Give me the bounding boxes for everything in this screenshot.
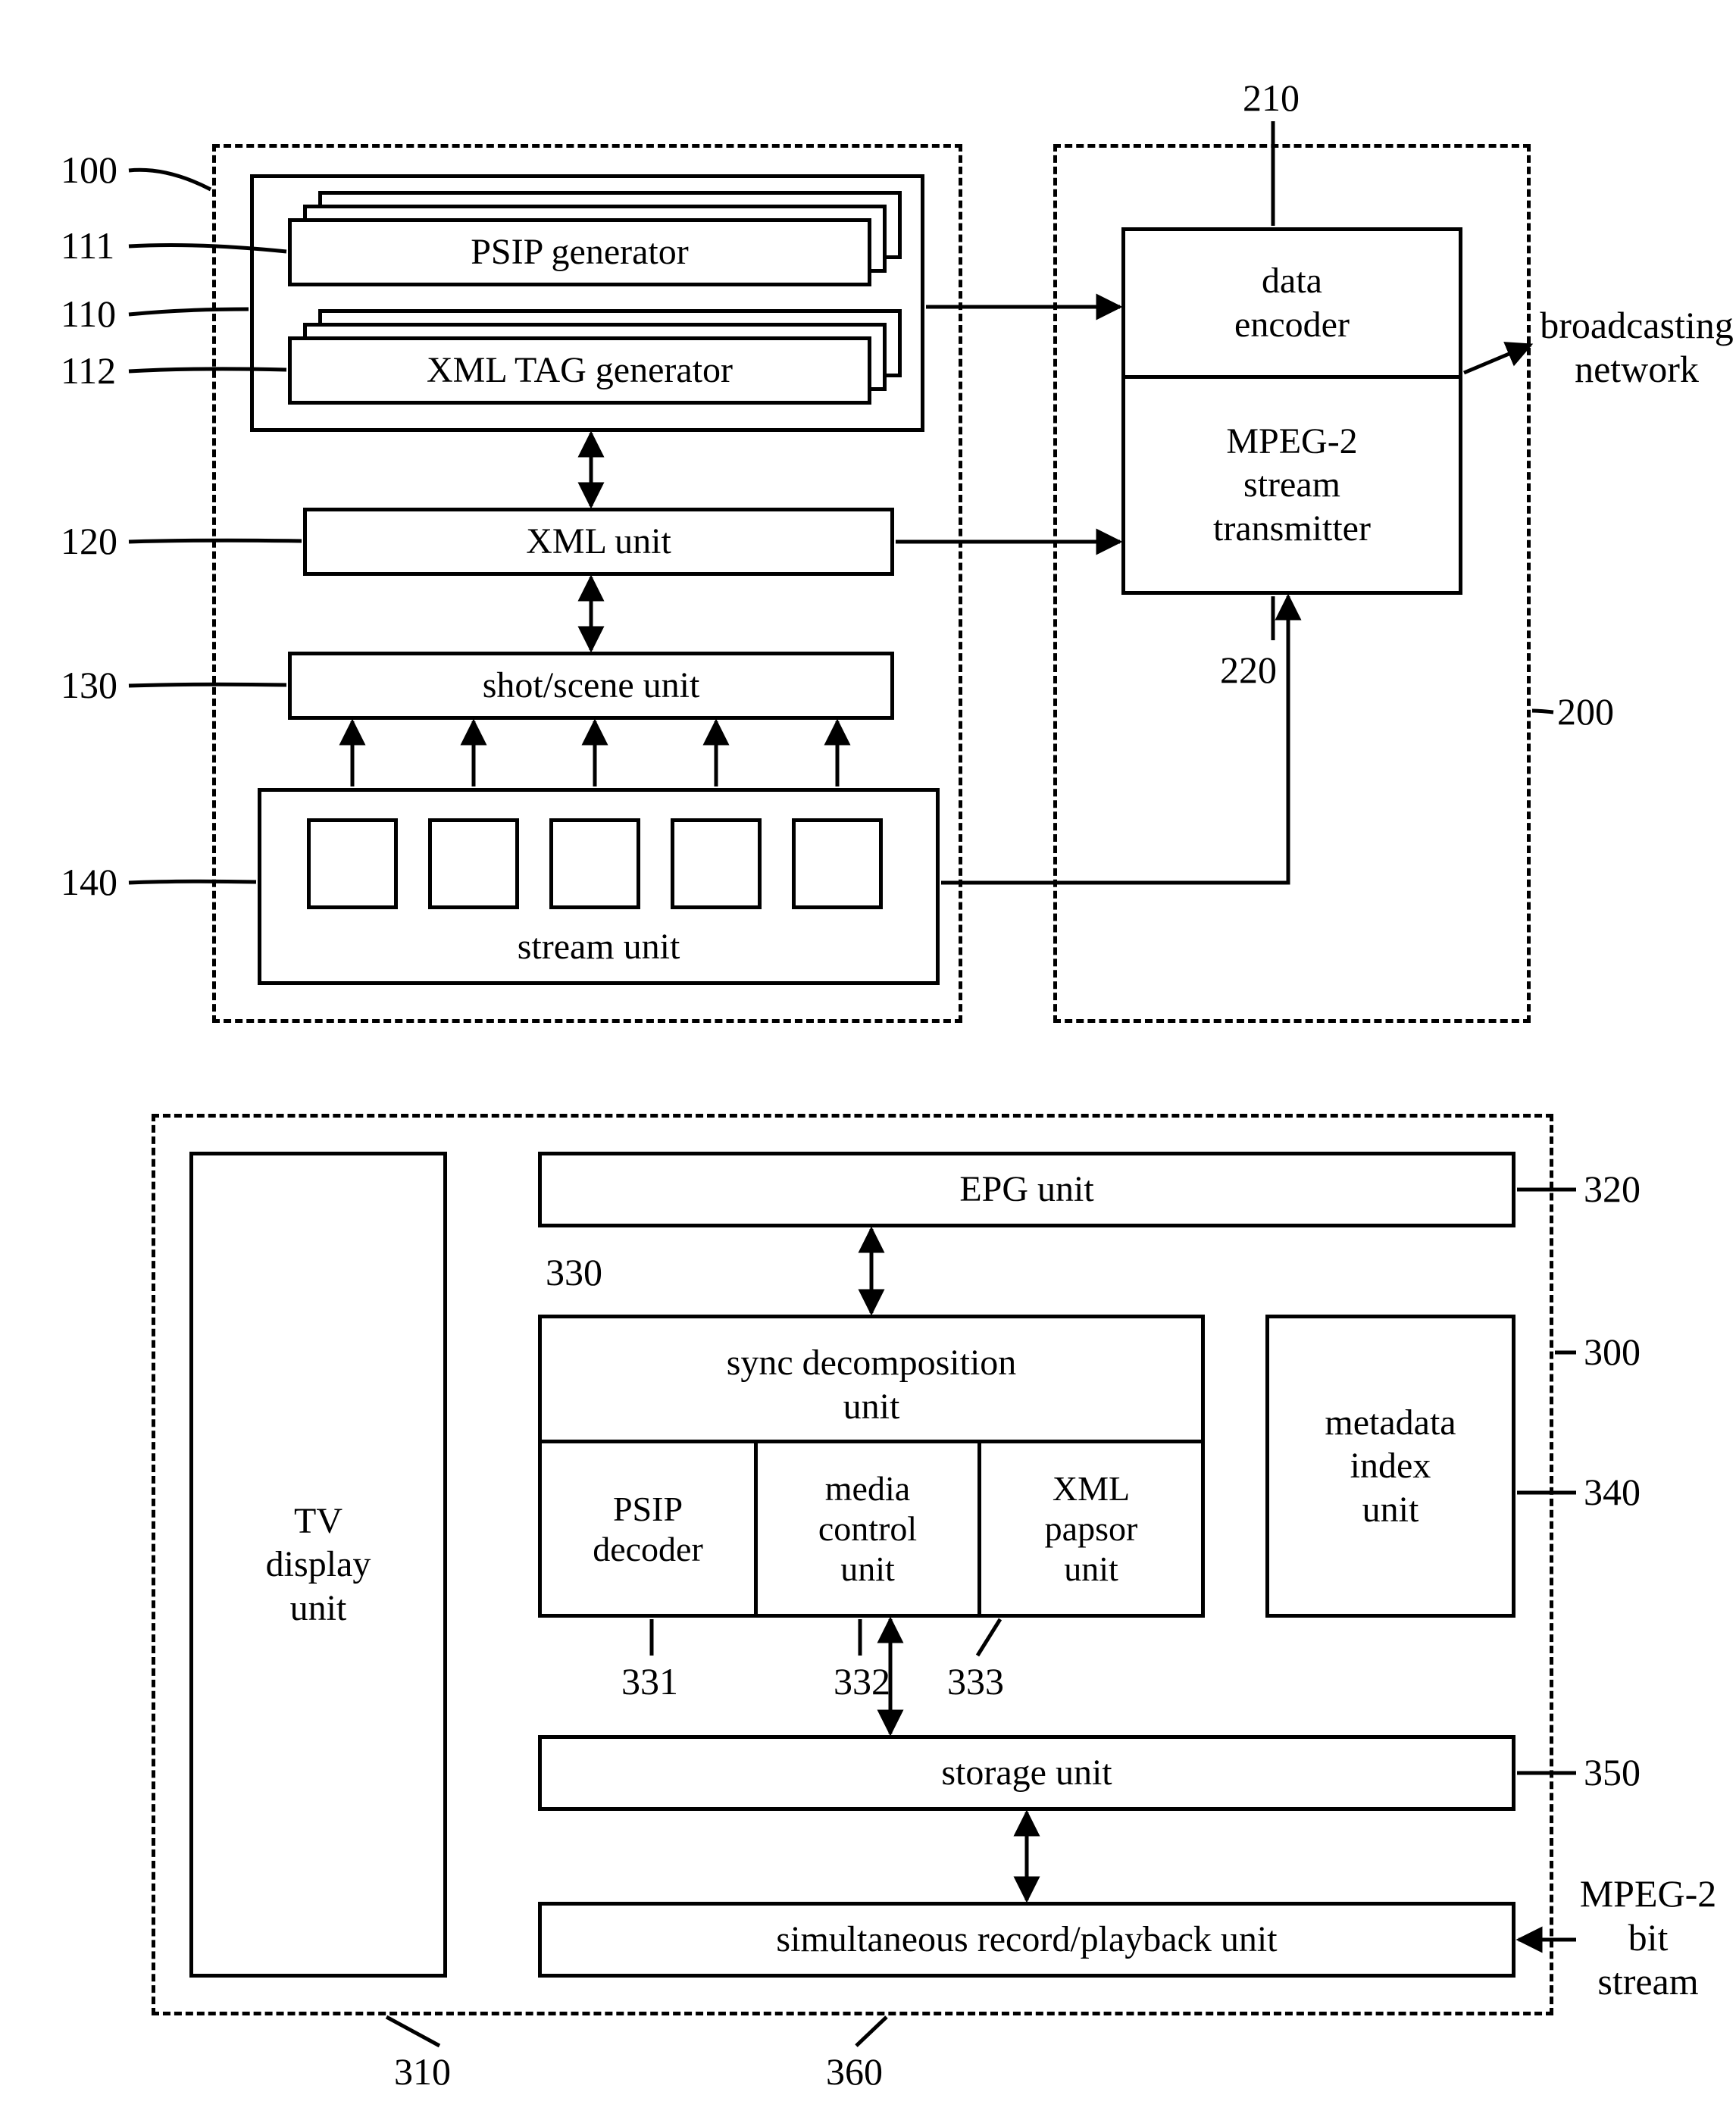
record-playback-label: simultaneous record/playback unit bbox=[776, 1918, 1277, 1962]
xml-papsor-label: XML papsor unit bbox=[1045, 1468, 1138, 1589]
block-media-control: media control unit bbox=[754, 1440, 981, 1618]
data-encoder-label: data encoder bbox=[1234, 259, 1350, 346]
ref-110: 110 bbox=[61, 292, 116, 336]
shot-scene-unit-label: shot/scene unit bbox=[483, 664, 700, 708]
block-xml-tag-generator: XML TAG generator bbox=[288, 336, 871, 405]
ref-340: 340 bbox=[1584, 1470, 1641, 1514]
block-psip-generator: PSIP generator bbox=[288, 218, 871, 286]
sync-decomp-label: sync decomposition unit bbox=[727, 1341, 1017, 1428]
block-storage-unit: storage unit bbox=[538, 1735, 1515, 1811]
ref-310: 310 bbox=[394, 2050, 451, 2093]
stream-frame-2 bbox=[428, 818, 519, 909]
ref-120: 120 bbox=[61, 519, 117, 563]
ref-210: 210 bbox=[1243, 76, 1300, 120]
media-control-label: media control unit bbox=[818, 1468, 917, 1589]
mpeg2-bit-stream-label: MPEG-2 bit stream bbox=[1561, 1871, 1735, 2003]
ref-100: 100 bbox=[61, 148, 117, 192]
ref-200: 200 bbox=[1557, 689, 1614, 733]
ref-130: 130 bbox=[61, 663, 117, 707]
mpeg2-transmitter-label: MPEG-2 stream transmitter bbox=[1213, 420, 1371, 551]
stream-frame-1 bbox=[307, 818, 398, 909]
stream-frame-5 bbox=[792, 818, 883, 909]
stream-frame-4 bbox=[671, 818, 762, 909]
ref-112: 112 bbox=[61, 349, 116, 392]
block-metadata-index: metadata index unit bbox=[1265, 1315, 1515, 1618]
ref-332: 332 bbox=[834, 1659, 890, 1703]
block-epg-unit: EPG unit bbox=[538, 1152, 1515, 1227]
ref-330: 330 bbox=[546, 1250, 602, 1294]
ref-220: 220 bbox=[1220, 648, 1277, 692]
xml-unit-label: XML unit bbox=[526, 520, 671, 564]
ref-320: 320 bbox=[1584, 1167, 1641, 1211]
ref-350: 350 bbox=[1584, 1750, 1641, 1794]
tv-display-unit-label: TV display unit bbox=[266, 1499, 371, 1631]
ref-331: 331 bbox=[621, 1659, 678, 1703]
ref-111: 111 bbox=[61, 224, 114, 267]
psip-generator-label: PSIP generator bbox=[471, 230, 689, 274]
block-record-playback: simultaneous record/playback unit bbox=[538, 1902, 1515, 1978]
stream-unit-label: stream unit bbox=[518, 925, 680, 969]
stream-frame-3 bbox=[549, 818, 640, 909]
ref-333: 333 bbox=[947, 1659, 1004, 1703]
ref-300: 300 bbox=[1584, 1330, 1641, 1374]
xml-tag-generator-label: XML TAG generator bbox=[427, 349, 733, 392]
storage-unit-label: storage unit bbox=[941, 1751, 1112, 1795]
psip-decoder-label: PSIP decoder bbox=[593, 1489, 703, 1569]
block-shot-scene-unit: shot/scene unit bbox=[288, 652, 894, 720]
diagram-root: PSIP generator XML TAG generator XML uni… bbox=[15, 15, 1736, 2105]
metadata-index-label: metadata index unit bbox=[1325, 1401, 1456, 1532]
block-data-encoder: data encoder bbox=[1121, 227, 1462, 379]
ref-360: 360 bbox=[826, 2050, 883, 2093]
block-xml-papsor: XML papsor unit bbox=[977, 1440, 1205, 1618]
broadcasting-network-label: broadcasting network bbox=[1523, 303, 1736, 391]
block-mpeg2-transmitter: MPEG-2 stream transmitter bbox=[1121, 375, 1462, 595]
epg-unit-label: EPG unit bbox=[959, 1168, 1093, 1212]
block-xml-unit: XML unit bbox=[303, 508, 894, 576]
block-psip-decoder: PSIP decoder bbox=[538, 1440, 758, 1618]
block-tv-display-unit: TV display unit bbox=[189, 1152, 447, 1978]
ref-140: 140 bbox=[61, 860, 117, 904]
